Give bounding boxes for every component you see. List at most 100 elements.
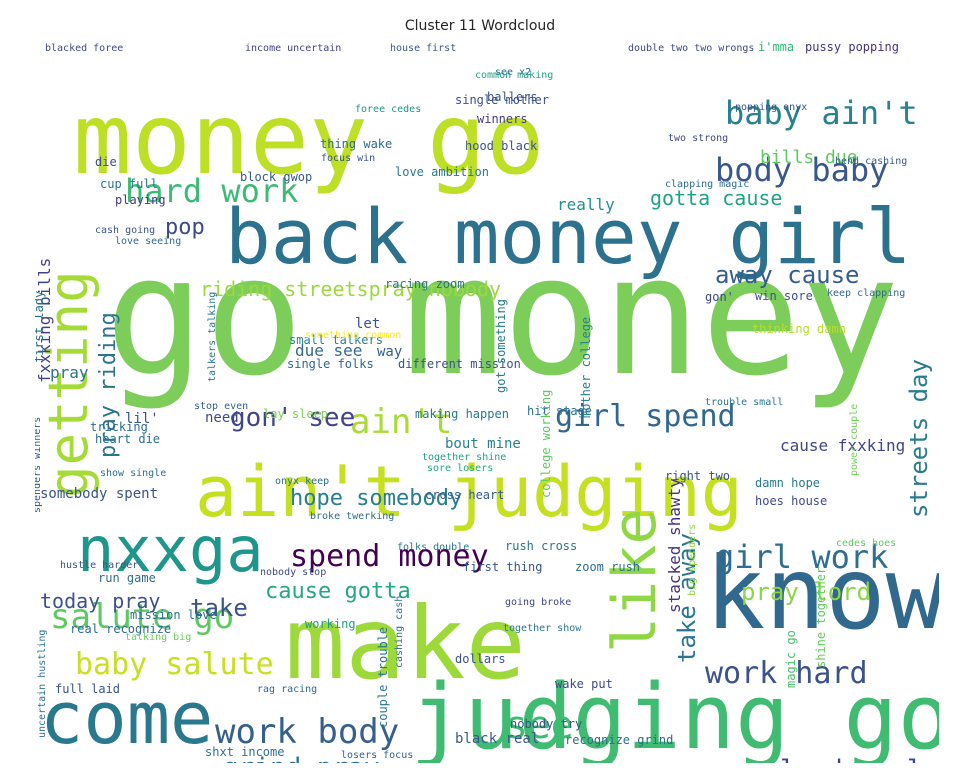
word-89: trouble small (705, 397, 783, 408)
word-91: lil' (125, 411, 159, 427)
word-49: blacked foree (45, 43, 123, 54)
word-47: pray (50, 363, 89, 382)
word-100: together shine (422, 452, 506, 463)
word-72: racing zoom (385, 277, 464, 291)
word-101: sore losers (427, 463, 493, 474)
word-65: die (95, 155, 117, 169)
chart-title: Cluster 11 Wordcloud (404, 18, 556, 34)
word-83: something common (305, 330, 401, 341)
word-109: hoes house (755, 494, 827, 508)
word-29: gon' see (230, 403, 355, 433)
word-114: rush cross (505, 539, 577, 553)
word-125: cashing cash (394, 596, 405, 668)
word-19: baby salute (75, 647, 274, 682)
word-11: hard work (125, 172, 298, 210)
word-6: know (705, 535, 939, 652)
word-51: house first (390, 43, 456, 54)
word-17: ain't (350, 402, 452, 442)
word-27: see (505, 703, 574, 747)
word-28: pop (165, 215, 205, 240)
word-118: hustle harder (60, 560, 138, 571)
word-37: cause gotta (265, 579, 411, 604)
word-131: nobody try (510, 717, 582, 731)
word-122: real recognize (70, 622, 171, 636)
word-3: ain't judging (195, 451, 743, 533)
word-61: foree cedes (355, 104, 421, 115)
word-106: broke twerking (310, 511, 394, 522)
word-54: i'mma (758, 40, 794, 54)
word-87: mother college (579, 317, 593, 418)
word-69: playing (115, 193, 166, 207)
word-33: take away (673, 533, 701, 663)
word-1: money go (73, 83, 545, 197)
word-80: small talkers (289, 333, 383, 347)
wordcloud-panel: go money money go back money girl ain't jud… (35, 38, 939, 763)
word-112: spenders winners (35, 417, 43, 513)
word-105: cross heart (425, 488, 504, 502)
word-93: lay sleep (263, 407, 328, 421)
word-55: pussy popping (805, 40, 899, 54)
word-39: take (190, 594, 248, 622)
word-50: income uncertain (245, 43, 341, 54)
word-43: bills due (760, 147, 858, 168)
word-132: couple trouble (376, 627, 390, 728)
word-63: hood black (465, 139, 538, 153)
word-134: recognize grind (565, 733, 673, 747)
word-135: shxt income (205, 745, 284, 759)
word-70: cash going (95, 225, 155, 236)
word-77: two strong (668, 133, 728, 144)
word-121: big spenders (687, 524, 698, 596)
word-20: work body (215, 712, 399, 752)
word-126: dollars (455, 652, 506, 666)
word-56: common making (475, 70, 553, 81)
word-128: full laid (55, 682, 120, 696)
word-13: body baby (715, 151, 888, 189)
word-110: power couple (849, 404, 860, 476)
word-60: popping onyx (735, 102, 807, 113)
word-41: due see (295, 341, 362, 360)
word-76: bend cashing (835, 156, 907, 167)
word-117: mission love (130, 608, 217, 622)
word-79: let (355, 316, 380, 332)
word-25: lord (780, 755, 843, 763)
word-111: cedes hoes (836, 538, 896, 549)
word-108: right two (665, 469, 730, 483)
word-26: soul (860, 755, 923, 763)
word-67: block gwop (240, 170, 312, 184)
word-23: grind pray (223, 753, 380, 763)
word-98: show single (100, 468, 166, 479)
word-116: nobody stop (260, 567, 326, 578)
word-30: riding streetspray nobody (200, 277, 501, 301)
word-99: bout mine (445, 436, 521, 452)
word-133: black real (455, 731, 539, 747)
word-16: girl spend (555, 399, 736, 434)
word-21: work hard (705, 656, 868, 691)
word-84: single folks (287, 357, 374, 371)
word-96: tricking (90, 420, 148, 434)
word-18: salute go (50, 597, 234, 637)
word-62: thing wake (320, 137, 392, 151)
word-113: folks double (397, 542, 469, 553)
word-94: making happen (415, 407, 509, 421)
word-22: pray lord (741, 578, 871, 606)
word-137: shine together (814, 567, 828, 668)
word-139: first lady (35, 291, 46, 363)
word-86: got something (494, 299, 508, 393)
word-40: fxxking bills (35, 258, 54, 383)
word-14: spend money (290, 539, 489, 574)
word-42: cause fxxking (780, 436, 905, 455)
word-35: gotta cause (650, 186, 782, 210)
word-36: hope somebody (290, 486, 462, 511)
word-31: pray riding (96, 312, 121, 458)
word-73: win sore (755, 289, 813, 303)
word-119: going broke (505, 597, 571, 608)
word-95: stop even (194, 401, 248, 412)
word-88: thinking damn (752, 322, 846, 336)
word-120: zoom rush (575, 560, 640, 574)
word-9: getting (37, 270, 100, 498)
word-53: double two two wrongs (628, 43, 754, 54)
word-97: heart die (95, 432, 160, 446)
word-8: come (40, 676, 213, 760)
word-107: damn hope (755, 476, 820, 490)
word-74: keep clapping (827, 288, 905, 299)
